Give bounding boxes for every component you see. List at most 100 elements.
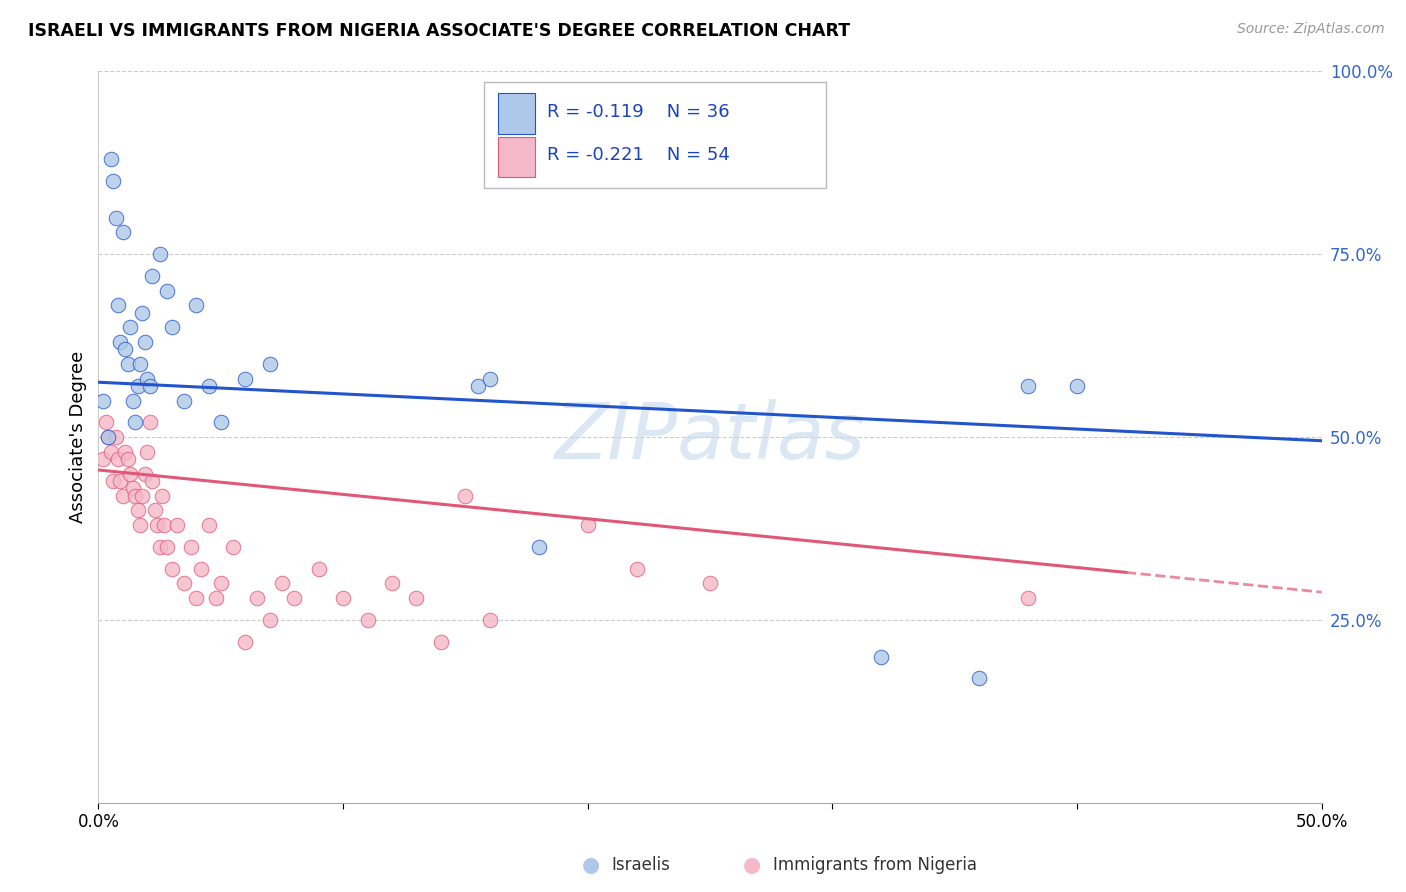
- Point: [156, 540, 179, 554]
- Point: [139, 379, 162, 393]
- Point: [150, 489, 173, 503]
- Point: [121, 481, 143, 495]
- Point: [967, 672, 990, 686]
- Point: [91, 393, 114, 408]
- Point: [186, 591, 208, 605]
- Point: [149, 540, 172, 554]
- Point: [101, 174, 124, 188]
- Point: [114, 444, 136, 458]
- Point: [332, 591, 354, 605]
- Point: [478, 613, 501, 627]
- Point: [91, 452, 114, 467]
- Point: [160, 320, 183, 334]
- Point: [527, 540, 550, 554]
- Point: [454, 489, 477, 503]
- Point: [131, 489, 153, 503]
- Point: [308, 562, 330, 576]
- Point: [197, 517, 219, 532]
- Point: [97, 430, 120, 444]
- Point: [146, 517, 169, 532]
- Point: [101, 474, 124, 488]
- Point: [124, 489, 146, 503]
- Point: [141, 474, 163, 488]
- Text: ISRAELI VS IMMIGRANTS FROM NIGERIA ASSOCIATE'S DEGREE CORRELATION CHART: ISRAELI VS IMMIGRANTS FROM NIGERIA ASSOC…: [28, 22, 851, 40]
- Point: [156, 284, 179, 298]
- Point: [259, 613, 281, 627]
- Text: ZIP​atlas: ZIP​atlas: [554, 399, 866, 475]
- Point: [233, 635, 256, 649]
- Point: [136, 371, 159, 385]
- Point: [197, 379, 219, 393]
- Text: ●: ●: [582, 855, 599, 875]
- Point: [870, 649, 893, 664]
- Point: [153, 517, 176, 532]
- Point: [1066, 379, 1088, 393]
- Point: [166, 517, 188, 532]
- Point: [110, 334, 132, 349]
- Point: [124, 416, 146, 430]
- Point: [107, 298, 129, 312]
- Point: [104, 430, 127, 444]
- Point: [283, 591, 305, 605]
- Point: [141, 269, 163, 284]
- Point: [149, 247, 172, 261]
- Point: [356, 613, 378, 627]
- Point: [467, 379, 489, 393]
- Point: [94, 416, 117, 430]
- Point: [111, 489, 134, 503]
- Point: [120, 467, 142, 481]
- Point: [127, 379, 149, 393]
- Point: [246, 591, 269, 605]
- Point: [139, 416, 162, 430]
- Point: [173, 576, 195, 591]
- Point: [1017, 591, 1039, 605]
- Point: [576, 517, 599, 532]
- Point: [100, 152, 122, 166]
- Y-axis label: Associate's Degree: Associate's Degree: [69, 351, 87, 524]
- Point: [173, 393, 195, 408]
- Point: [186, 298, 208, 312]
- Point: [205, 591, 228, 605]
- Point: [233, 371, 256, 385]
- Point: [209, 576, 232, 591]
- Point: [222, 540, 245, 554]
- Point: [121, 393, 143, 408]
- Point: [110, 474, 132, 488]
- FancyBboxPatch shape: [484, 82, 827, 188]
- Point: [131, 306, 153, 320]
- FancyBboxPatch shape: [498, 137, 536, 178]
- Point: [97, 430, 120, 444]
- Point: [626, 562, 648, 576]
- Point: [127, 503, 149, 517]
- Point: [405, 591, 427, 605]
- Point: [120, 320, 142, 334]
- Point: [114, 343, 136, 357]
- Point: [117, 452, 139, 467]
- Point: [699, 576, 721, 591]
- Point: [134, 334, 156, 349]
- Point: [136, 444, 159, 458]
- Text: R = -0.221    N = 54: R = -0.221 N = 54: [547, 146, 730, 164]
- Point: [180, 540, 202, 554]
- Point: [100, 444, 122, 458]
- Point: [270, 576, 294, 591]
- Text: Immigrants from Nigeria: Immigrants from Nigeria: [773, 856, 977, 874]
- Text: R = -0.119    N = 36: R = -0.119 N = 36: [547, 103, 730, 120]
- Point: [117, 357, 139, 371]
- Point: [478, 371, 501, 385]
- Point: [381, 576, 404, 591]
- Point: [1017, 379, 1039, 393]
- Text: Israelis: Israelis: [612, 856, 671, 874]
- Point: [107, 452, 129, 467]
- Point: [143, 503, 166, 517]
- Point: [104, 211, 127, 225]
- Point: [259, 357, 281, 371]
- Point: [160, 562, 183, 576]
- Text: Source: ZipAtlas.com: Source: ZipAtlas.com: [1237, 22, 1385, 37]
- Point: [129, 357, 152, 371]
- Point: [129, 517, 152, 532]
- Point: [134, 467, 156, 481]
- Point: [209, 416, 232, 430]
- Point: [190, 562, 212, 576]
- Text: ●: ●: [744, 855, 761, 875]
